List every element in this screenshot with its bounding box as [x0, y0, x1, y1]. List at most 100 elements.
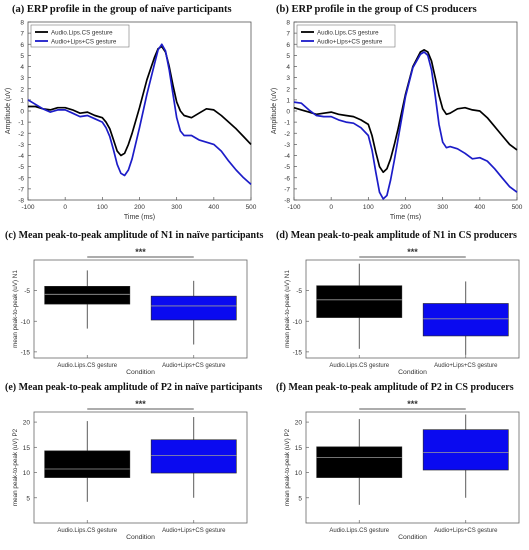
significance-label: *** [135, 399, 146, 409]
x-tick-label: 400 [474, 204, 485, 211]
y-tick-label: 5 [286, 53, 290, 60]
y-tick-label: 10 [23, 470, 31, 477]
boxplot-p2-naive: 5 10 15 20 Audio.Lips.CS gesture Audio+Lips+C… [12, 399, 248, 541]
legend-label: Audio+Lips+CS gesture [317, 38, 383, 45]
y-tick-label: 15 [295, 445, 303, 452]
y-tick-label: -6 [284, 175, 290, 182]
y-axis-label: mean peak-to-peak (uV) N1 [12, 270, 19, 348]
y-tick-label: -6 [18, 175, 24, 182]
x-tick-label: Audio+Lips+CS gesture [434, 363, 498, 369]
y-tick-label: 5 [298, 495, 302, 502]
chart-title: (f) Mean peak-to-peak amplitude of P2 in… [276, 382, 514, 393]
y-tick-label: 3 [20, 75, 24, 82]
y-tick-label: -1 [18, 120, 24, 127]
box-2 [422, 303, 509, 337]
panel-a: (a) ERP profile in the group of naïve pa… [0, 0, 264, 225]
x-tick-label: Audio.Lips.CS gesture [57, 363, 117, 369]
chart-title: (a) ERP profile in the group of naïve pa… [12, 4, 232, 15]
y-tick-label: -8 [284, 198, 290, 205]
y-tick-label: -5 [284, 164, 290, 171]
plot-frame [293, 21, 518, 201]
significance-label: *** [407, 247, 418, 257]
y-tick-label: 4 [286, 64, 290, 71]
x-tick-label: 100 [97, 204, 108, 211]
y-tick-label: -2 [284, 131, 290, 138]
y-tick-label: 4 [20, 64, 24, 71]
x-axis-label: Condition [126, 369, 155, 376]
y-tick-label: 0 [286, 109, 290, 116]
x-tick-label: Audio+Lips+CS gesture [434, 528, 498, 534]
chart-title: (d) Mean peak-to-peak amplitude of N1 in… [276, 230, 517, 241]
y-tick-label: 6 [286, 42, 290, 49]
y-tick-label: -5 [296, 288, 302, 295]
x-tick-label: Audio.Lips.CS gesture [329, 528, 389, 534]
y-tick-label: 8 [286, 20, 290, 27]
y-tick-label: -4 [284, 153, 290, 160]
legend-label: Audio.Lips.CS gesture [317, 29, 379, 36]
y-tick-label: -3 [18, 142, 24, 149]
boxplot-n1-naive: -15 -10 -5 Audio.Lips.CS gesture Audio+Lips+… [12, 247, 248, 376]
x-tick-label: 200 [134, 204, 145, 211]
y-tick-label: 10 [295, 470, 303, 477]
erp-chart-naive: -8 -7 -6 -5 -4 -3 -2 -1 0 1 2 3 4 5 6 7 8 -100 0 100 200 300 4… [5, 20, 257, 222]
x-tick-label: 0 [63, 204, 67, 211]
y-tick-label: -2 [18, 131, 24, 138]
boxplot-p2-producers: 5 10 15 20 Audio.Lips.CS gesture Audio+Lips+C… [284, 399, 520, 541]
x-tick-label: -100 [21, 204, 34, 211]
box-2 [150, 295, 237, 321]
x-axis-label: Condition [398, 534, 427, 541]
plot-frame [33, 259, 248, 359]
panel-d: (d) Mean peak-to-peak amplitude of N1 in… [264, 228, 529, 380]
plot-frame [305, 411, 520, 524]
y-tick-label: 0 [20, 109, 24, 116]
plot-frame [33, 411, 248, 524]
x-tick-label: -100 [287, 204, 300, 211]
legend-label: Audio.Lips.CS gesture [51, 29, 113, 36]
x-axis-label: Time (ms) [124, 214, 155, 221]
y-axis-label: mean peak-to-peak (uV) P2 [284, 428, 291, 506]
x-tick-label: 200 [400, 204, 411, 211]
x-tick-label: 500 [246, 204, 257, 211]
chart-title: (b) ERP profile in the group of CS produ… [276, 4, 477, 15]
box-1 [316, 285, 403, 318]
y-tick-label: -8 [18, 198, 24, 205]
x-tick-label: 300 [437, 204, 448, 211]
y-tick-label: 5 [20, 53, 24, 60]
y-tick-label: -5 [18, 164, 24, 171]
legend-box [30, 24, 130, 48]
y-tick-label: 20 [23, 420, 31, 427]
panel-f: (f) Mean peak-to-peak amplitude of P2 in… [264, 380, 529, 550]
y-axis-label: mean peak-to-peak (uV) N1 [284, 270, 291, 348]
x-tick-label: 0 [329, 204, 333, 211]
x-tick-label: Audio+Lips+CS gesture [162, 363, 226, 369]
series-line-1 [293, 48, 518, 174]
x-tick-label: Audio.Lips.CS gesture [329, 363, 389, 369]
y-tick-label: 8 [20, 20, 24, 27]
x-axis-label: Condition [126, 534, 155, 541]
legend-label: Audio+Lips+CS gesture [51, 38, 117, 45]
significance-label: *** [135, 247, 146, 257]
y-tick-label: 20 [295, 420, 303, 427]
y-tick-label: 7 [286, 31, 290, 38]
x-axis-label: Condition [398, 369, 427, 376]
boxplot-n1-producers: -15 -10 -5 Audio.Lips.CS gesture Audio+Lips+… [284, 247, 520, 376]
series-line-2 [27, 43, 252, 186]
y-tick-label: 3 [286, 75, 290, 82]
x-tick-label: 300 [171, 204, 182, 211]
panel-b: (b) ERP profile in the group of CS produ… [264, 0, 529, 225]
y-tick-label: -7 [18, 186, 24, 193]
x-axis-label: Time (ms) [390, 214, 421, 221]
y-tick-label: -1 [284, 120, 290, 127]
plot-frame [27, 21, 252, 201]
box-1 [316, 446, 403, 478]
box-1 [44, 450, 131, 478]
x-tick-label: Audio.Lips.CS gesture [57, 528, 117, 534]
y-tick-label: 1 [20, 97, 24, 104]
chart-title: (e) Mean peak-to-peak amplitude of P2 in… [5, 382, 263, 393]
y-tick-label: 1 [286, 97, 290, 104]
panel-e: (e) Mean peak-to-peak amplitude of P2 in… [0, 380, 264, 550]
y-tick-label: -10 [293, 319, 303, 326]
y-tick-label: -15 [293, 349, 303, 356]
box-2 [150, 439, 237, 474]
y-tick-label: -3 [284, 142, 290, 149]
